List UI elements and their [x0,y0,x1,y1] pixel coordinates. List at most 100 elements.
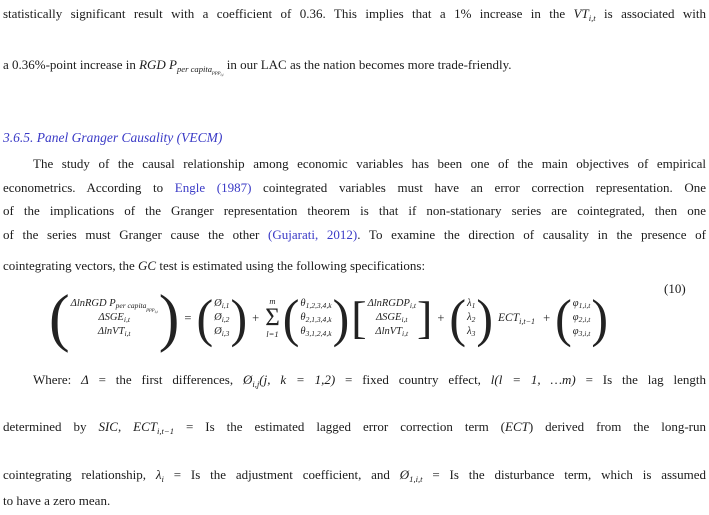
math-run: ECT [133,419,158,434]
math-run: i,t [124,329,131,339]
math-run: l(l = 1, …m) [490,372,576,387]
math-run: i,t [154,309,158,314]
subscript: 1,i,t [579,301,591,310]
text-run: = the first differences, [88,372,243,387]
math-run: ΔlnRGD P [70,298,116,309]
vector-row: θ2,1,3,4,k [300,311,331,325]
sum-lower-limit: l=1 [266,329,279,339]
equation-10: ( ΔlnRGD Pper capitapppi,t ΔSGEi,t ΔlnVTi,… [48,282,609,354]
math-run: SIC [98,419,118,434]
right-paren: ) [158,282,180,354]
math-run: Ø [214,298,222,309]
math-run: i [161,473,164,484]
subscript: 1,i,t [409,474,422,484]
subscript: i,t [124,315,130,324]
vector-row: φ2,i,t [573,311,591,325]
math-run: ppp [212,70,221,77]
math-run: ppp [146,306,155,313]
math-run: i,t−1 [157,425,175,436]
math-run: λ [155,467,162,482]
right-bracket: ] [416,292,433,343]
summation: m Σ l=1 [265,297,280,339]
subscript: i,j [252,379,259,389]
math-run: ECT [498,312,520,324]
vector-row: λ2 [467,311,475,325]
vector-row: λ3 [467,325,475,339]
subscript: i,t [401,315,407,324]
math-run: GC [138,258,157,273]
math-run: Δ [81,372,89,387]
text-line: cointegrating vectors, the GC test is es… [3,257,706,275]
math-run: i,t−1 [519,316,536,326]
math-run: φ [572,326,579,337]
math-run: i,t [401,315,408,325]
left-paren: ( [282,288,300,348]
vector-row: φ3,i,t [573,325,591,339]
math-run: φ [572,312,579,323]
math-run: i,2 [221,315,230,325]
math-run: 1,i,t [578,301,591,311]
math-run: i,t [402,329,409,339]
intercept-vector: Øi,1 Øi,2 Øi,3 [214,297,229,339]
subscript: i,t [589,13,596,23]
subscript: pppi,t [146,306,158,314]
text-run: to have a zero mean. [3,493,111,508]
math-run: 1,i,t [409,473,423,484]
left-paren: ( [449,288,467,348]
text-run: Where: [33,372,82,387]
plus-sign: + [252,310,260,325]
math-run: ΔSGE [98,312,124,323]
text-line: a 0.36%-point increase in RGD Pper capit… [3,56,706,77]
lambda-vector: λ1 λ2 λ3 [467,297,475,339]
text-line: econometrics. According to Engle (1987) … [3,179,706,197]
vector-row: θ3,1,2,4,k [300,325,331,339]
subscript: i,1 [222,301,230,310]
text-line: to have a zero mean. [3,492,706,510]
text-run: = Is the lag length [575,372,706,387]
text-run: test is estimated using the following sp… [156,258,426,273]
text-run: cointegrated variables must have an erro… [251,180,706,195]
text-line: The study of the causal relationship amo… [3,155,706,173]
math-run: 3,i,t [578,329,591,339]
math-run: per capita [115,301,147,311]
math-run: 2,1,3,4,k [305,315,332,325]
text-run: ) derived from the long-run [528,419,707,434]
disturbance-vector: φ1,i,t φ2,i,t φ3,i,t [573,297,591,339]
vector-row: ΔSGEi,t [376,311,408,325]
math-run: ΔlnVT [375,326,403,337]
lhs-vector: ΔlnRGD Pper capitapppi,t ΔSGEi,t ΔlnVTi,t [71,297,158,339]
math-run: 3,1,2,4,k [305,329,332,339]
text-run: . To examine the direction of causality … [357,227,706,242]
subscript: i,3 [222,329,230,338]
subscript: i,t [221,73,224,77]
left-bracket: [ [351,292,367,343]
math-run: Ø [214,312,222,323]
vector-row: ΔlnVTi,t [98,325,131,339]
plus-sign: + [543,310,551,325]
text-run: of the series must Granger cause the oth… [3,227,269,242]
math-run: Ø [242,372,253,387]
citation-link[interactable]: (Gujarati, 2012) [268,227,358,242]
math-run: λ [467,312,472,323]
math-run: i,t [588,12,596,23]
math-run: i,j [252,378,260,389]
math-run: 1 [471,301,476,311]
math-run: ΔSGE [376,312,402,323]
text-run: , [117,419,134,434]
text-run: = Is the adjustment coefficient, and [163,467,400,482]
citation-link[interactable]: Engle (1987) [174,180,252,195]
subscript: 2,i,t [579,315,591,324]
subscript: i,2 [222,315,230,324]
vector-row: θ1,2,3,4,k [300,297,331,311]
subscript: i,t−1 [157,426,174,436]
text-run: = fixed country effect, [335,372,491,387]
text-run: determined by [3,419,99,434]
text-run: = Is the disturbance term, which is assu… [422,467,706,482]
subscript: 1 [472,301,476,310]
math-run: Ø [214,326,222,337]
text-run: is associated with [595,6,706,21]
text-run: = Is the estimated lagged error correcti… [174,419,506,434]
math-run: i,t [220,73,224,78]
subscript: 3,i,t [579,329,591,338]
math-run: λ [467,298,472,309]
